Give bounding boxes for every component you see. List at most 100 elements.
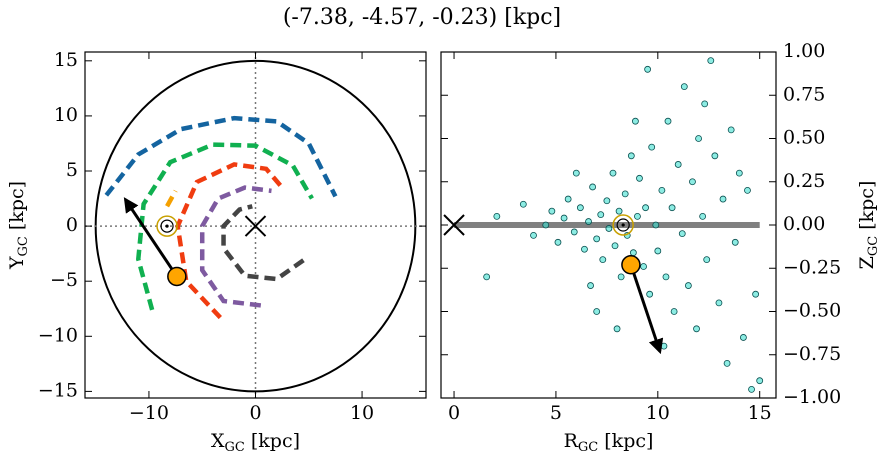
sun-marker (156, 215, 178, 237)
y2-tick-label: 0.75 (783, 83, 825, 105)
scatter-point (483, 273, 491, 281)
scatter-point (636, 174, 643, 182)
x-tick-label: 10 (646, 402, 670, 424)
scatter-point (689, 178, 696, 186)
scatter-point (627, 152, 635, 160)
scatter-point (648, 143, 656, 151)
scatter-point (621, 190, 629, 198)
x-tick-label: 5 (550, 402, 562, 424)
axis-label-suffix: [kpc] (6, 181, 28, 236)
scatter-point (593, 235, 601, 243)
plot-area (85, 52, 426, 398)
axis-label-main: R (564, 430, 579, 452)
scatter-point (576, 204, 584, 212)
scatter-point (493, 212, 501, 220)
axis-label-sub: GC (866, 236, 881, 256)
scatter-point (611, 242, 619, 250)
scatter-point (615, 207, 623, 215)
y2-tick-label: −0.25 (783, 256, 841, 278)
sun-marker (612, 214, 634, 236)
x-tick-label: 10 (350, 402, 374, 424)
scatter-point (719, 195, 727, 203)
scatter-point (707, 57, 715, 65)
spiral-arm (175, 162, 284, 320)
scatter-point (634, 212, 641, 220)
scatter-point (703, 256, 711, 264)
scatter-point (744, 186, 751, 194)
scatter-point (597, 211, 605, 219)
sun-marker-inner (160, 219, 174, 233)
x-tick-label: −10 (129, 402, 169, 424)
scatter-point (631, 117, 639, 125)
y2-tick-label: 0.00 (783, 213, 825, 235)
origin-marker (443, 214, 465, 236)
scatter-point (652, 221, 660, 229)
axis-label: ZGC [kpc] (856, 181, 881, 270)
scatter-point (727, 126, 735, 134)
velocity-arrow (123, 197, 179, 278)
scatter-point (581, 245, 588, 253)
scatter-point (701, 100, 709, 108)
y-tick-label: 0 (66, 214, 78, 236)
spiral-arm (165, 189, 178, 208)
scatter-point (572, 169, 580, 177)
axis-label-main: X (211, 430, 225, 452)
scatter-point (570, 228, 578, 236)
y-tick-label: 15 (54, 49, 78, 71)
scatter-point (530, 231, 537, 239)
spiral-arm (221, 204, 305, 282)
scatter-point (654, 247, 662, 255)
scatter-point (609, 169, 617, 177)
y2-tick-label: −1.00 (783, 386, 841, 408)
origin-marker (244, 215, 267, 237)
plot-area (443, 57, 764, 393)
spiral-arm (199, 185, 272, 308)
x-tick-label: 0 (448, 402, 460, 424)
scatter-point (662, 273, 670, 281)
axis-label-suffix: [kpc] (598, 430, 653, 452)
scatter-point (599, 256, 607, 264)
y2-tick-label: −0.75 (783, 343, 841, 365)
velocity-arrow (629, 264, 664, 355)
y2-tick-label: −0.50 (783, 300, 841, 322)
y2-tick-label: 0.25 (783, 170, 825, 192)
scatter-point (605, 225, 613, 232)
scatter-point (642, 204, 649, 212)
y2-tick-label: 1.00 (783, 40, 825, 62)
scatter-point (629, 249, 637, 257)
sun-marker-dot (165, 224, 169, 228)
scatter-point (603, 197, 611, 205)
axis-label-sub: GC (225, 440, 245, 455)
y-tick-label: −15 (38, 379, 78, 401)
scatter-point (748, 385, 755, 393)
scatter-point (613, 325, 621, 333)
scatter-point (658, 186, 666, 194)
scatter-point (739, 334, 747, 341)
scatter-point (678, 230, 686, 238)
spiral-arm (136, 142, 314, 311)
scatter-point (593, 308, 601, 315)
scatter-point (752, 290, 760, 298)
x-tick-label: 0 (249, 402, 261, 424)
axis-label-suffix: [kpc] (856, 181, 878, 236)
y-tick-label: 10 (54, 104, 78, 126)
scatter-point (542, 221, 550, 229)
y-tick-label: −5 (50, 269, 78, 291)
scatter-point (589, 183, 597, 191)
scatter-point (684, 282, 692, 289)
scatter-point (640, 263, 647, 270)
scatter-point (680, 83, 688, 90)
scatter-point (587, 282, 594, 289)
sun-marker-dot (621, 223, 625, 227)
scatter-point (699, 212, 707, 220)
target-marker (167, 266, 187, 287)
axis-label-suffix: [kpc] (245, 430, 300, 452)
axis-label-main: Z (856, 256, 878, 269)
scatter-point (674, 161, 682, 168)
axis-label: YGC [kpc] (6, 181, 31, 270)
y2-tick-label: 0.50 (783, 127, 825, 149)
scatter-point (670, 308, 678, 315)
scatter-point (668, 204, 676, 212)
scatter-point (617, 273, 625, 281)
